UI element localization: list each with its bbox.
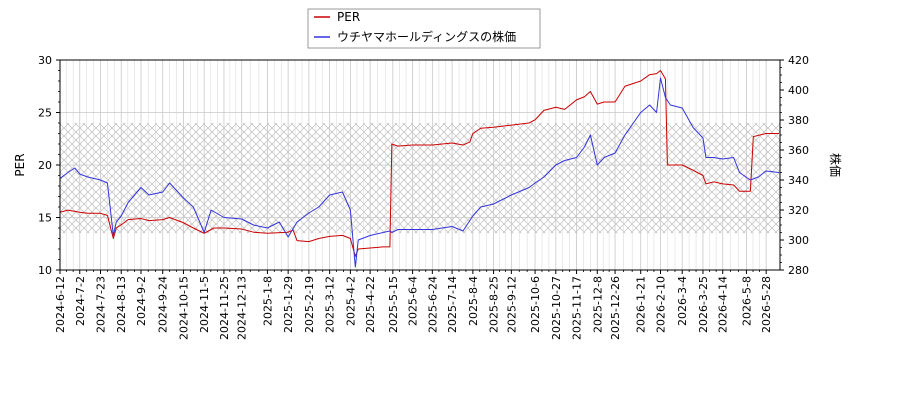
x-tick-label: 2025-4-22	[364, 276, 377, 333]
legend-label-price: ウチヤマホールディングスの株価	[337, 29, 516, 44]
right-tick-label: 360	[788, 144, 809, 157]
left-tick-label: 10	[38, 264, 52, 277]
x-tick-label: 2026-3-25	[697, 276, 710, 333]
right-tick-label: 340	[788, 174, 809, 187]
x-tick-label: 2025-10-6	[529, 276, 542, 333]
x-tick-label: 2026-5-28	[760, 276, 773, 333]
x-tick-label: 2026-3-4	[676, 276, 689, 326]
legend-label-per: PER	[337, 10, 360, 24]
left-tick-label: 15	[38, 212, 52, 225]
series-layer	[59, 70, 780, 268]
right-tick-label: 400	[788, 84, 809, 97]
legend-box	[307, 8, 541, 49]
x-tick-label: 2025-11-17	[571, 276, 584, 340]
x-tick-label: 2025-3-12	[324, 276, 337, 333]
x-tick-label: 2024-7-2	[74, 276, 87, 326]
x-tick-label: 2024-6-12	[54, 276, 67, 333]
x-tick-label: 2025-1-29	[282, 276, 295, 333]
x-tick-label: 2026-1-21	[635, 276, 648, 333]
right-tick-label: 380	[788, 114, 809, 127]
x-tick-label: 2024-11-25	[218, 276, 231, 340]
right-tick-label: 420	[788, 54, 809, 67]
right-axis: 280 300 320 340 360 380 400 420	[780, 54, 809, 277]
x-tick-label: 2024-12-13	[236, 276, 249, 340]
left-axis-label: PER	[13, 153, 27, 176]
x-tick-label: 2025-6-24	[426, 276, 439, 333]
x-tick-label: 2025-12-8	[591, 276, 604, 333]
x-tick-label: 2025-7-14	[446, 276, 459, 333]
left-axis: 10 15 20 25 30	[38, 54, 60, 277]
x-tick-label: 2024-11-5	[198, 276, 211, 333]
x-tick-label: 2025-9-12	[505, 276, 518, 333]
x-tick-label: 2025-8-4	[467, 276, 480, 326]
left-tick-label: 30	[38, 54, 52, 67]
left-tick-label: 20	[38, 159, 52, 172]
x-axis: 2024-6-12 2024-7-2 2024-7-23 2024-8-13 2024-…	[54, 270, 773, 340]
x-tick-label: 2025-8-25	[488, 276, 501, 333]
x-tick-label: 2025-2-19	[303, 276, 316, 333]
x-tick-label: 2026-4-14	[717, 276, 730, 333]
x-tick-label: 2025-10-27	[550, 276, 563, 340]
series-line-stock-price	[59, 77, 780, 268]
right-tick-label: 300	[788, 234, 809, 247]
x-tick-label: 2024-8-13	[115, 276, 128, 333]
x-tick-label: 2025-1-8	[261, 276, 274, 326]
right-tick-label: 320	[788, 204, 809, 217]
left-tick-label: 25	[38, 107, 52, 120]
shaded-range-band	[60, 123, 780, 234]
legend: PER ウチヤマホールディングスの株価	[307, 8, 541, 49]
x-tick-label: 2025-5-15	[387, 276, 400, 333]
grid-lines	[59, 59, 780, 271]
x-tick-label: 2025-6-4	[407, 276, 420, 326]
right-axis-label: 株価	[828, 153, 843, 177]
x-tick-label: 2024-10-15	[177, 276, 190, 340]
x-tick-label: 2024-9-2	[135, 276, 148, 326]
x-tick-label: 2024-9-24	[157, 276, 170, 333]
x-tick-label: 2024-7-23	[94, 276, 107, 333]
x-tick-label: 2025-12-26	[609, 276, 622, 340]
x-tick-label: 2026-5-8	[740, 276, 753, 326]
series-line-per	[59, 70, 780, 257]
right-tick-label: 280	[788, 264, 809, 277]
x-tick-label: 2025-4-2	[344, 276, 357, 326]
x-tick-label: 2026-2-10	[654, 276, 667, 333]
